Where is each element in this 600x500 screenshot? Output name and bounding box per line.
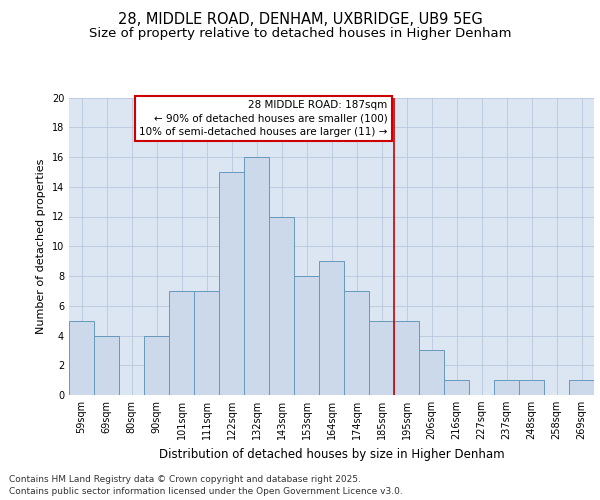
Bar — [144, 336, 169, 395]
Text: 28 MIDDLE ROAD: 187sqm
← 90% of detached houses are smaller (100)
10% of semi-de: 28 MIDDLE ROAD: 187sqm ← 90% of detached… — [139, 100, 388, 137]
Text: Contains HM Land Registry data © Crown copyright and database right 2025.
Contai: Contains HM Land Registry data © Crown c… — [9, 475, 403, 496]
Bar — [69, 320, 94, 395]
Bar — [219, 172, 244, 395]
X-axis label: Distribution of detached houses by size in Higher Denham: Distribution of detached houses by size … — [158, 448, 505, 460]
Bar — [394, 320, 419, 395]
Bar — [194, 291, 219, 395]
Bar — [244, 157, 269, 395]
Bar — [494, 380, 519, 395]
Bar — [369, 320, 394, 395]
Bar — [294, 276, 319, 395]
Bar — [419, 350, 444, 395]
Text: 28, MIDDLE ROAD, DENHAM, UXBRIDGE, UB9 5EG: 28, MIDDLE ROAD, DENHAM, UXBRIDGE, UB9 5… — [118, 12, 482, 28]
Bar — [269, 216, 294, 395]
Bar — [344, 291, 369, 395]
Text: Size of property relative to detached houses in Higher Denham: Size of property relative to detached ho… — [89, 28, 511, 40]
Bar — [444, 380, 469, 395]
Bar — [519, 380, 544, 395]
Y-axis label: Number of detached properties: Number of detached properties — [36, 158, 46, 334]
Bar — [94, 336, 119, 395]
Bar — [569, 380, 594, 395]
Bar — [169, 291, 194, 395]
Bar — [319, 261, 344, 395]
